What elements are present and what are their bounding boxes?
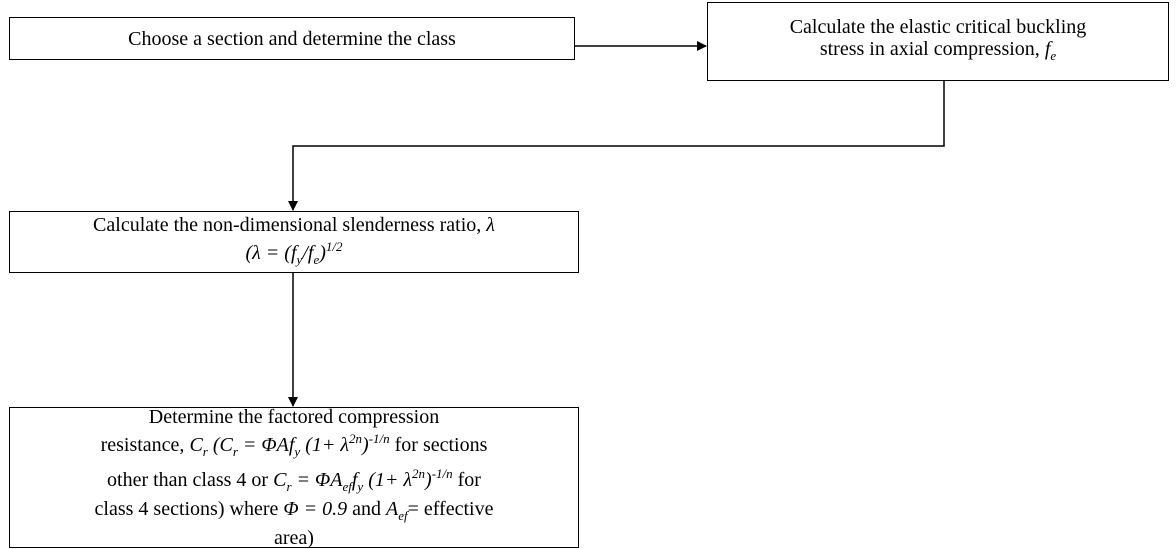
text-line: resistance, Cr (Cr = ΦAfy (1+ λ2n)-1/n f… (101, 428, 488, 463)
text-run: resistance, (100, 434, 190, 456)
text-run: C (189, 434, 203, 456)
process-box: Calculate the non-dimensional slendernes… (9, 211, 579, 273)
text-run: y (294, 444, 301, 459)
text-run: class 4 sections) where (94, 498, 284, 520)
text-run: Calculate the non-dimensional slendernes… (93, 213, 487, 236)
text-run: e (1050, 48, 1057, 63)
text-run: Determine the factored compression (148, 406, 440, 428)
text-run: Calculate the elastic critical buckling (789, 16, 1087, 38)
text-line: class 4 sections) where Φ = 0.9 and Aef=… (95, 498, 494, 527)
text-run: ef (398, 508, 408, 523)
text-run: (1+ λ (300, 434, 350, 456)
text-line: Calculate the non-dimensional slendernes… (93, 214, 495, 236)
text-run: y (357, 479, 364, 494)
text-run: = effective (407, 498, 494, 520)
text-run: /f (302, 241, 314, 264)
text-run: f (1044, 38, 1051, 60)
text-run: λ (486, 213, 495, 236)
process-box: Determine the factored compression resist… (9, 406, 579, 549)
text-run: 2n (412, 466, 426, 481)
text-line: stress in axial compression, fe (820, 38, 1056, 67)
text-run: -1/n (431, 466, 453, 481)
text-run: ) (319, 241, 326, 264)
text-run: r (232, 444, 238, 459)
text-run: 1/2 (325, 238, 343, 254)
text-run: ) (425, 469, 432, 491)
text-run: for (452, 469, 481, 491)
text-run: f (351, 469, 358, 491)
text-line: Choose a section and determine the class (128, 28, 456, 50)
text-run: other than class 4 or (107, 469, 274, 491)
text-run: (1+ λ (363, 469, 413, 491)
text-run: C (273, 469, 287, 491)
text-line: Calculate the elastic critical buckling (790, 16, 1087, 38)
text-run: (λ = (f (245, 241, 297, 264)
text-run: r (286, 479, 292, 494)
process-box: Calculate the elastic critical buckling s… (707, 2, 1169, 81)
text-run: A (385, 498, 399, 520)
text-run: -1/n (368, 431, 390, 446)
text-line: area) (274, 527, 314, 549)
text-run: Φ = 0.9 (283, 498, 348, 520)
text-run: and (347, 498, 386, 520)
text-run: ) (362, 434, 369, 456)
text-run: stress in axial compression, (819, 38, 1045, 60)
text-run: 2n (349, 431, 363, 446)
text-line: Determine the factored compression (149, 406, 439, 428)
text-run: ef (342, 479, 352, 494)
text-line: other than class 4 or Cr = ΦAeffy (1+ λ2… (107, 463, 481, 498)
text-run: = ΦAf (237, 434, 295, 456)
text-run: (C (207, 434, 233, 456)
text-run: = ΦA (291, 469, 343, 491)
text-run: y (296, 251, 303, 267)
text-line: (λ = (fy/fe)1/2 (245, 236, 342, 271)
text-run: area) (274, 527, 314, 549)
text-run: for sections (389, 434, 488, 456)
text-run: Choose a section and determine the class (128, 27, 456, 50)
text-run: r (202, 444, 208, 459)
text-run: e (313, 251, 320, 267)
process-box: Choose a section and determine the class (9, 17, 575, 60)
arrow (288, 80, 945, 211)
